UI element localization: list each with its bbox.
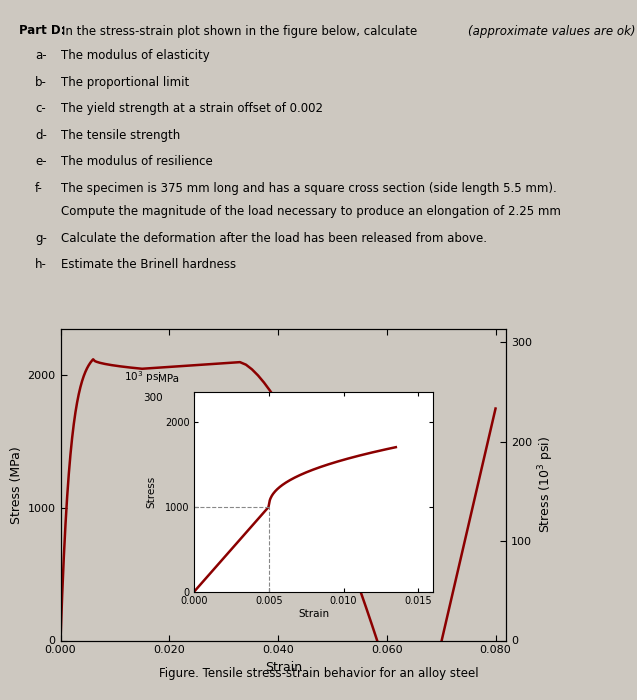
Text: The specimen is 375 mm long and has a square cross section (side length 5.5 mm).: The specimen is 375 mm long and has a sq… — [61, 182, 556, 195]
X-axis label: Strain: Strain — [265, 661, 302, 674]
Text: 300: 300 — [143, 393, 163, 403]
Text: The modulus of elasticity: The modulus of elasticity — [61, 49, 210, 62]
Y-axis label: Stress (MPa): Stress (MPa) — [10, 446, 24, 524]
Text: Stress: Stress — [147, 475, 156, 508]
Text: f-: f- — [35, 182, 43, 195]
Text: b-: b- — [35, 76, 47, 89]
Text: Figure. Tensile stress-strain behavior for an alloy steel: Figure. Tensile stress-strain behavior f… — [159, 667, 478, 680]
Text: e-: e- — [35, 155, 47, 169]
Y-axis label: Stress (10$^3$ psi): Stress (10$^3$ psi) — [536, 436, 556, 533]
Text: d-: d- — [35, 129, 47, 142]
Text: Part D:: Part D: — [19, 25, 66, 38]
Text: Calculate the deformation after the load has been released from above.: Calculate the deformation after the load… — [61, 232, 487, 245]
Text: a-: a- — [35, 49, 47, 62]
Text: c-: c- — [35, 102, 46, 116]
Text: h-: h- — [35, 258, 47, 272]
Text: The modulus of resilience: The modulus of resilience — [61, 155, 212, 169]
Text: Compute the magnitude of the load necessary to produce an elongation of 2.25 mm: Compute the magnitude of the load necess… — [61, 205, 561, 218]
Text: MPa: MPa — [159, 374, 180, 384]
Text: (approximate values are ok): (approximate values are ok) — [468, 25, 636, 38]
Text: Estimate the Brinell hardness: Estimate the Brinell hardness — [61, 258, 236, 272]
Text: The proportional limit: The proportional limit — [61, 76, 189, 89]
Text: In the stress-strain plot shown in the figure below, calculate: In the stress-strain plot shown in the f… — [62, 25, 422, 38]
Text: $10^3$ psi: $10^3$ psi — [124, 369, 162, 385]
Text: g-: g- — [35, 232, 47, 245]
Text: The tensile strength: The tensile strength — [61, 129, 180, 142]
X-axis label: Strain: Strain — [298, 609, 329, 619]
Text: The yield strength at a strain offset of 0.002: The yield strength at a strain offset of… — [61, 102, 322, 116]
